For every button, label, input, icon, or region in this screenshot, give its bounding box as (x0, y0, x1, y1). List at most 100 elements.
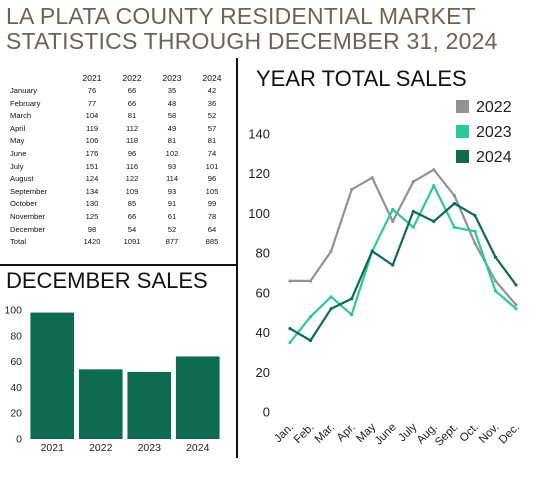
series-point-2024 (350, 297, 354, 301)
table-cell-month: Total (10, 237, 27, 247)
table-row: April 119 112 49 57 (4, 123, 232, 136)
bar-y-tick-label: 60 (10, 356, 22, 368)
bar-y-tick-label: 80 (10, 330, 22, 342)
series-point-2023 (308, 315, 313, 319)
bar-y-tick-label: 0 (16, 434, 22, 446)
year-total-sales-title: YEAR TOTAL SALES (256, 66, 467, 91)
table-cell-month: June (10, 148, 27, 158)
table-cell-value: 96 (127, 148, 137, 158)
series-point-2024 (288, 327, 292, 331)
series-point-2024 (473, 213, 477, 218)
table-row: July 151 116 93 101 (4, 161, 232, 174)
table-row: May 106 118 81 81 (4, 135, 232, 148)
table-cell-month: August (10, 174, 34, 184)
monthly-sales-table: 2021 2022 2023 2024 January 76 66 35 42 February… (4, 73, 232, 249)
table-cell-value: 49 (167, 123, 177, 133)
table-cell-value: 125 (85, 211, 99, 221)
table-cell-month: September (10, 186, 48, 196)
series-point-2023 (329, 295, 333, 299)
table-header-row: 2021 2022 2023 2024 (4, 73, 232, 85)
series-point-2022 (350, 188, 354, 192)
table-header-year: 2023 (162, 73, 182, 83)
bar-x-tick-label: 2023 (138, 442, 162, 454)
table-header-year: 2024 (202, 73, 222, 83)
table-cell-value: 118 (125, 136, 139, 146)
table-cell-value: 48 (167, 98, 177, 108)
table-cell-value: 81 (207, 136, 217, 146)
legend-label-2024: 2024 (476, 149, 512, 166)
bar-x-tick-label: 2022 (89, 442, 113, 454)
series-point-2022 (473, 241, 477, 245)
table-cell-month: February (10, 98, 41, 108)
line-y-tick-label: 0 (263, 405, 270, 420)
table-cell-value: 52 (167, 224, 177, 234)
series-point-2022 (329, 249, 333, 253)
series-point-2023 (473, 229, 477, 233)
table-cell-value: 106 (85, 136, 99, 146)
table-cell-value: 36 (207, 98, 217, 108)
line-x-tick-label: Apr. (335, 421, 358, 444)
table-cell-month: May (10, 136, 25, 146)
series-point-2023 (432, 184, 436, 188)
series-point-2024 (308, 338, 313, 343)
table-row: Total 1420 1091 877 885 (4, 236, 232, 249)
line-x-tick-label: Dec. (497, 421, 522, 446)
series-point-2023 (350, 313, 354, 317)
table-cell-month: March (10, 111, 32, 121)
table-cell-value: 52 (207, 111, 217, 121)
legend-label-2022: 2022 (476, 99, 512, 116)
table-cell-value: 64 (207, 224, 217, 234)
table-cell-value: 1091 (123, 237, 141, 247)
line-x-tick-label: Jan. (272, 421, 296, 445)
table-cell-value: 176 (85, 148, 99, 158)
series-point-2022 (493, 279, 498, 283)
table-row: June 176 96 102 74 (4, 148, 232, 161)
series-point-2023 (493, 289, 498, 293)
table-cell-value: 105 (205, 186, 219, 196)
bar-2024 (175, 356, 220, 439)
legend-label-2023: 2023 (476, 124, 512, 141)
table-cell-value: 101 (205, 161, 219, 171)
table-cell-value: 885 (205, 237, 219, 247)
series-point-2022 (308, 279, 313, 283)
table-cell-value: 57 (207, 123, 217, 133)
table-cell-value: 42 (207, 86, 217, 95)
line-x-tick-label: June (373, 421, 399, 447)
table-cell-value: 81 (167, 136, 177, 146)
table-cell-value: 124 (85, 174, 99, 184)
series-point-2023 (288, 340, 292, 345)
table-cell-value: 116 (125, 161, 139, 171)
series-point-2024 (452, 201, 456, 206)
table-cell-value: 109 (125, 186, 139, 196)
line-y-tick-label: 40 (256, 325, 270, 340)
table-cell-value: 130 (85, 199, 99, 209)
table-row: February 77 66 48 36 (4, 98, 232, 111)
series-point-2024 (411, 209, 415, 214)
series-line-2024 (289, 202, 517, 342)
page-title: LA PLATA COUNTY RESIDENTIAL MARKET STATI… (6, 4, 534, 54)
series-point-2024 (370, 249, 374, 253)
series-point-2022 (391, 219, 395, 223)
table-cell-value: 98 (87, 224, 97, 234)
series-point-2024 (493, 255, 498, 259)
series-point-2023 (452, 225, 456, 229)
table-row: December 98 54 52 64 (4, 224, 232, 237)
line-y-tick-label: 120 (248, 166, 270, 181)
line-x-tick-label: Feb. (292, 421, 317, 446)
series-point-2022 (514, 303, 518, 307)
table-cell-value: 99 (207, 199, 217, 209)
table-cell-value: 93 (167, 161, 177, 171)
table-header-year: 2021 (82, 73, 102, 83)
vertical-divider (236, 58, 238, 458)
line-y-tick-label: 60 (256, 285, 270, 300)
table-header-month (4, 73, 72, 85)
legend-swatch-2022 (456, 100, 469, 113)
table-cell-month: July (10, 161, 24, 171)
table-cell-value: 66 (127, 98, 137, 108)
line-y-tick-label: 140 (248, 127, 270, 142)
table-row: January 76 66 35 42 (4, 85, 232, 98)
table-row: March 104 81 58 52 (4, 110, 232, 123)
table-cell-value: 877 (165, 237, 179, 247)
line-y-tick-label: 20 (256, 365, 270, 380)
table-cell-value: 61 (167, 211, 177, 221)
